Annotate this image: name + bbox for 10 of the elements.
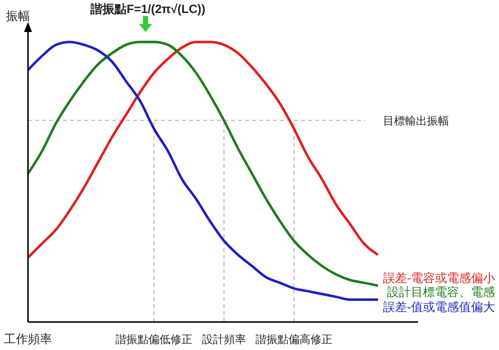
x-tick-label: 諧振點偏低修正 bbox=[116, 333, 192, 346]
series-label: 誤差-值或電感值偏大 bbox=[383, 300, 495, 314]
series-label: 誤差-電容或電感偏小 bbox=[383, 271, 495, 285]
chart-title: 諧振點F=1/(2π√(LC)) bbox=[90, 2, 206, 16]
y-axis-title: 振幅 bbox=[6, 9, 30, 23]
series-label: 設計目標電容、電感 bbox=[387, 285, 495, 299]
x-axis-title: 工作頻率 bbox=[4, 332, 52, 346]
x-tick-label: 諧振點偏高修正 bbox=[256, 333, 332, 346]
x-tick-label: 設計頻率 bbox=[202, 333, 246, 346]
ref-line-label: 目標輸出振幅 bbox=[383, 114, 449, 128]
